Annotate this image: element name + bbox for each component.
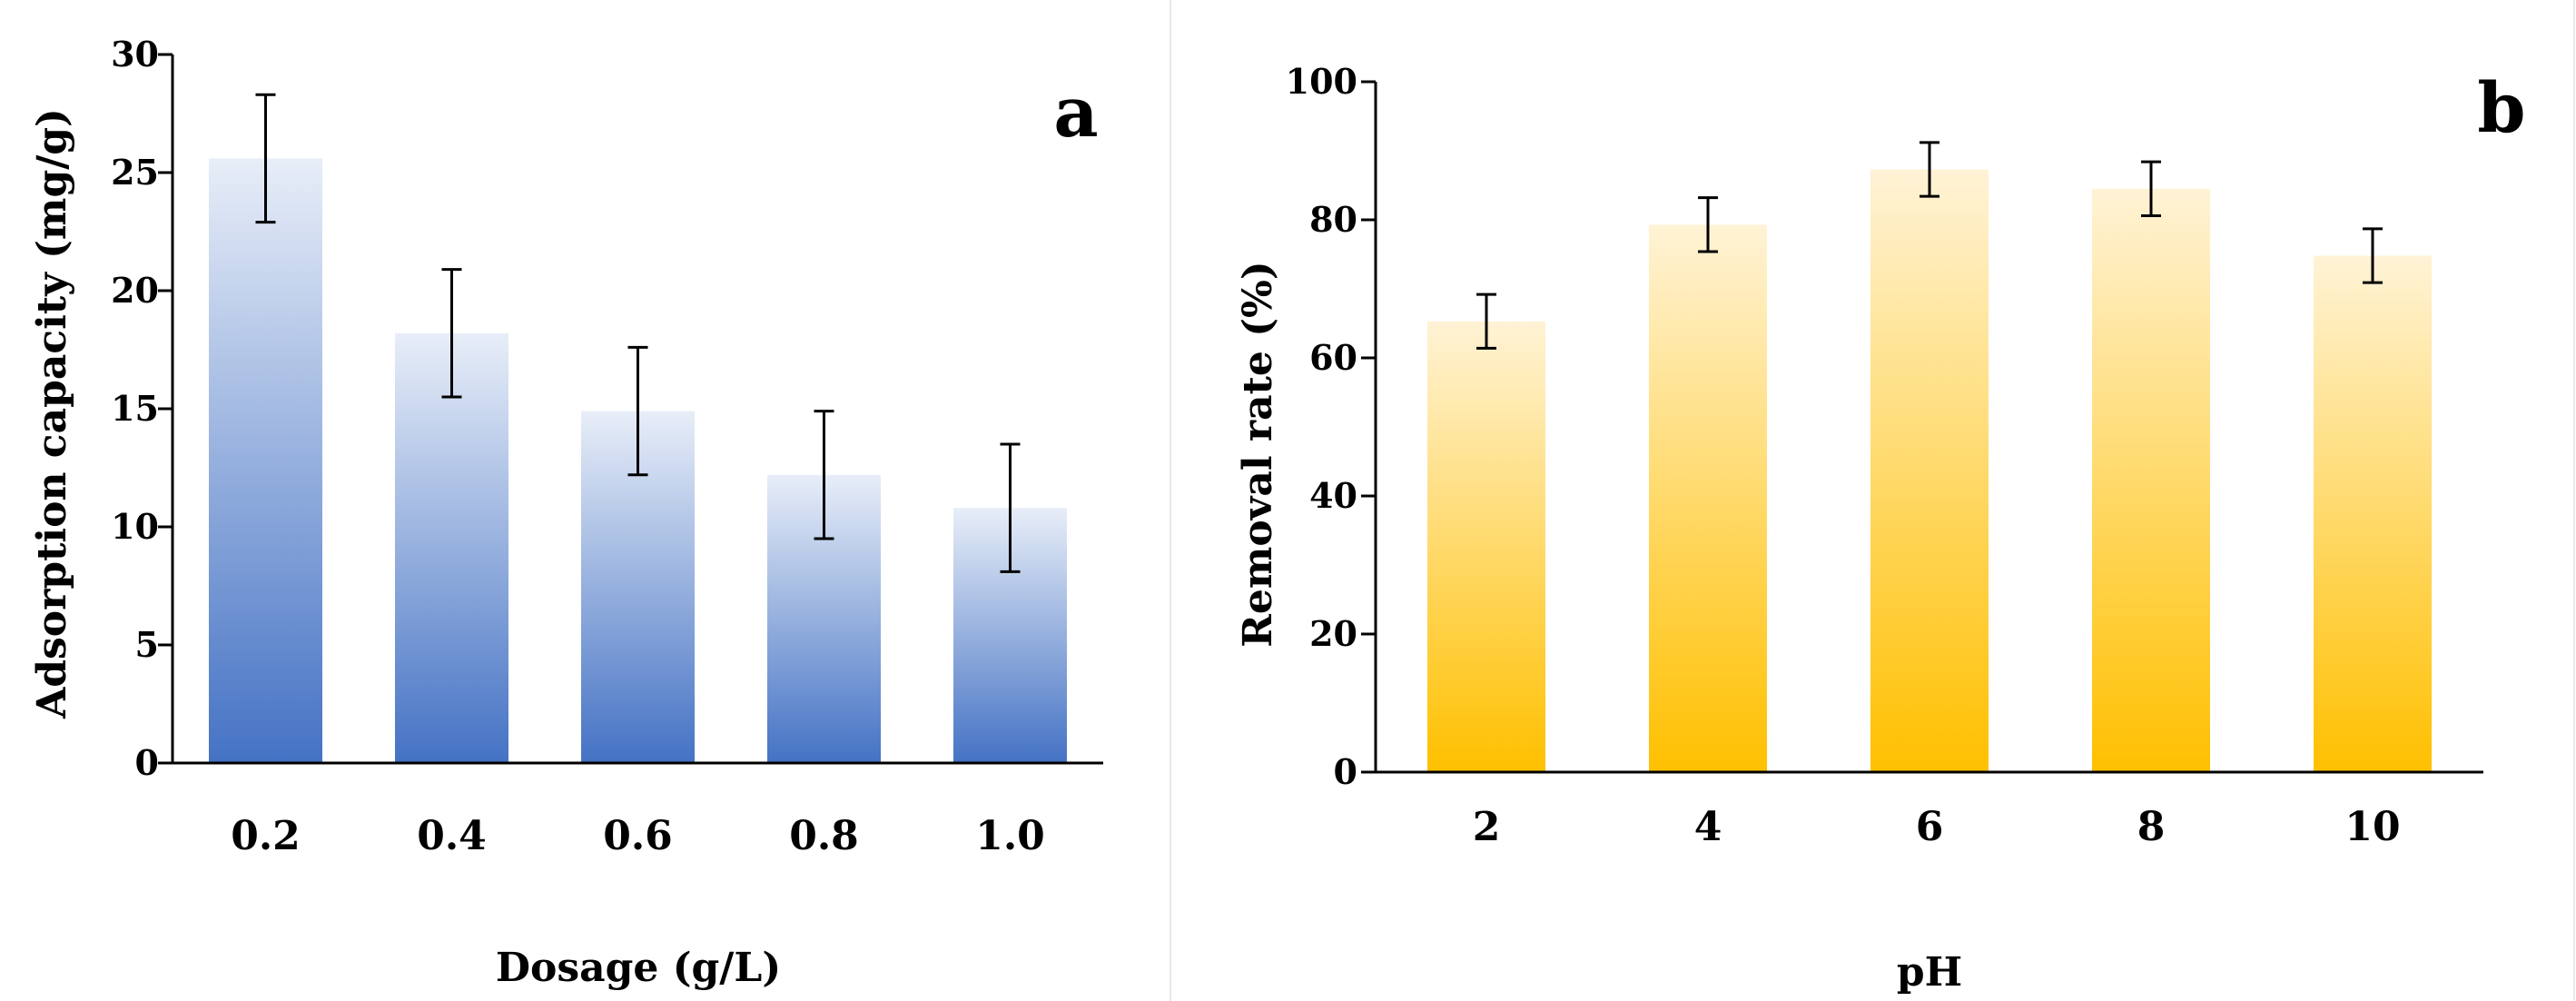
error-bar-a-2: [441, 268, 462, 399]
x-axis-title-b: pH: [1897, 949, 1962, 996]
x-tick-label-a-1: 0.2: [231, 813, 301, 859]
y-tick-label-b-60: 60: [1309, 337, 1357, 378]
error-bar-b-1: [1476, 292, 1496, 350]
y-tick-label-b-80: 80: [1309, 199, 1357, 240]
bar-b-1: [1427, 321, 1545, 772]
x-tick-label-b-3: 6: [1916, 804, 1944, 850]
x-tick-label-b-4: 8: [2137, 804, 2166, 850]
y-tick-label-b-20: 20: [1309, 613, 1357, 654]
bar-b-4: [2092, 188, 2210, 773]
y-tick-label-a-25: 25: [111, 152, 159, 193]
y-tick-label-b-0: 0: [1334, 751, 1357, 792]
x-tick-label-b-2: 4: [1694, 804, 1722, 850]
error-bar-b-3: [1920, 141, 1939, 198]
error-bar-b-5: [2363, 227, 2383, 284]
chart-panel-a: a Adsorption capacity (mg/g) Dosage (g/L…: [29, 34, 1103, 991]
y-axis-title-a: Adsorption capacity (mg/g): [29, 108, 75, 719]
error-bar-b-4: [2141, 160, 2161, 217]
x-tick-label-a-5: 1.0: [975, 813, 1045, 859]
error-bar-a-1: [255, 93, 276, 224]
panel-letter-a: a: [1053, 72, 1098, 153]
y-tick-label-b-100: 100: [1286, 61, 1357, 102]
error-bar-a-4: [814, 410, 834, 540]
y-tick-label-a-20: 20: [111, 270, 159, 311]
error-bar-a-5: [1000, 442, 1021, 573]
y-axis-title-b: Removal rate (%): [1235, 261, 1281, 647]
error-bar-b-2: [1698, 196, 1718, 253]
x-tick-label-b-5: 10: [2344, 804, 2400, 850]
bar-a-1: [209, 158, 322, 763]
bar-b-5: [2314, 255, 2432, 772]
x-tick-label-a-4: 0.8: [789, 813, 859, 859]
bar-a-2: [395, 332, 508, 763]
y-tick-label-a-10: 10: [111, 506, 159, 547]
y-tick-label-b-40: 40: [1309, 475, 1357, 516]
bar-b-2: [1649, 224, 1767, 772]
y-tick-label-a-0: 0: [135, 742, 159, 783]
x-tick-label-a-2: 0.4: [417, 813, 487, 859]
error-bar-a-3: [627, 345, 648, 477]
x-tick-label-b-1: 2: [1473, 804, 1501, 850]
y-tick-label-a-15: 15: [111, 388, 159, 429]
x-tick-label-a-3: 0.6: [603, 813, 673, 859]
y-tick-label-a-5: 5: [135, 624, 159, 665]
bar-b-3: [1870, 169, 1989, 772]
y-tick-label-a-30: 30: [111, 34, 159, 74]
x-axis-title-a: Dosage (g/L): [496, 945, 781, 991]
panel-letter-b: b: [2477, 67, 2525, 148]
